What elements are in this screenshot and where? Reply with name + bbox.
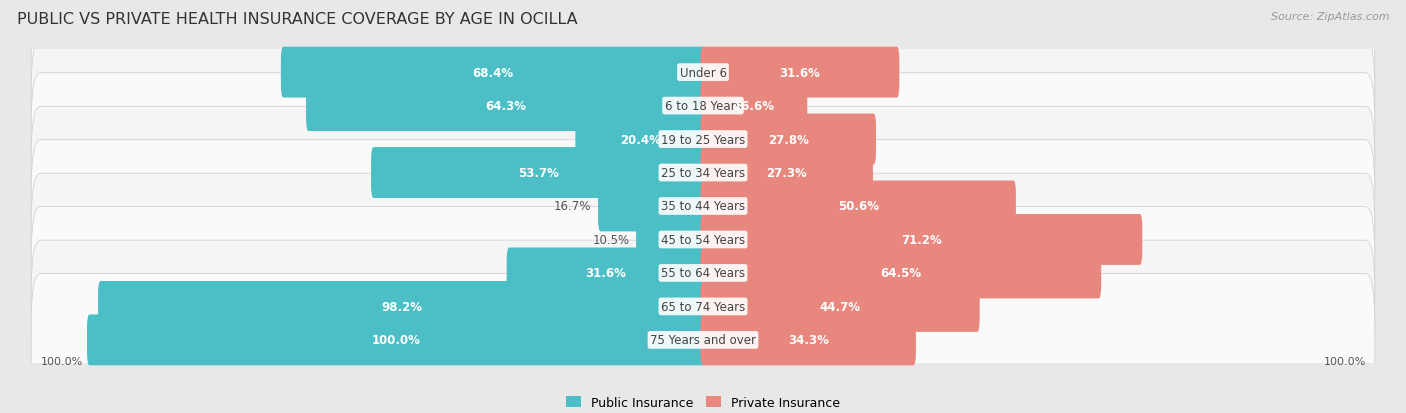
FancyBboxPatch shape	[31, 74, 1375, 206]
Text: 68.4%: 68.4%	[472, 66, 513, 79]
Text: PUBLIC VS PRIVATE HEALTH INSURANCE COVERAGE BY AGE IN OCILLA: PUBLIC VS PRIVATE HEALTH INSURANCE COVER…	[17, 12, 578, 27]
Text: 71.2%: 71.2%	[901, 233, 942, 247]
Text: 64.3%: 64.3%	[485, 100, 526, 113]
FancyBboxPatch shape	[700, 214, 1142, 265]
Text: 20.4%: 20.4%	[620, 133, 661, 146]
Text: 31.6%: 31.6%	[779, 66, 820, 79]
Text: 27.3%: 27.3%	[766, 166, 807, 180]
Text: 65 to 74 Years: 65 to 74 Years	[661, 300, 745, 313]
FancyBboxPatch shape	[31, 40, 1375, 173]
Text: 16.6%: 16.6%	[734, 100, 775, 113]
Text: Under 6: Under 6	[679, 66, 727, 79]
FancyBboxPatch shape	[598, 181, 706, 232]
FancyBboxPatch shape	[31, 174, 1375, 306]
FancyBboxPatch shape	[87, 315, 706, 366]
FancyBboxPatch shape	[575, 114, 706, 165]
Text: 19 to 25 Years: 19 to 25 Years	[661, 133, 745, 146]
FancyBboxPatch shape	[307, 81, 706, 132]
Text: 35 to 44 Years: 35 to 44 Years	[661, 200, 745, 213]
Text: 45 to 54 Years: 45 to 54 Years	[661, 233, 745, 247]
Text: 27.8%: 27.8%	[768, 133, 808, 146]
FancyBboxPatch shape	[31, 240, 1375, 373]
Text: 100.0%: 100.0%	[371, 334, 420, 347]
Text: Source: ZipAtlas.com: Source: ZipAtlas.com	[1271, 12, 1389, 22]
Text: 98.2%: 98.2%	[381, 300, 422, 313]
Text: 6 to 18 Years: 6 to 18 Years	[665, 100, 741, 113]
FancyBboxPatch shape	[700, 181, 1017, 232]
FancyBboxPatch shape	[31, 140, 1375, 273]
FancyBboxPatch shape	[371, 148, 706, 199]
Text: 25 to 34 Years: 25 to 34 Years	[661, 166, 745, 180]
Text: 64.5%: 64.5%	[880, 267, 921, 280]
Text: 31.6%: 31.6%	[586, 267, 627, 280]
FancyBboxPatch shape	[636, 214, 706, 265]
FancyBboxPatch shape	[31, 7, 1375, 139]
FancyBboxPatch shape	[31, 207, 1375, 339]
Text: 34.3%: 34.3%	[787, 334, 828, 347]
Text: 16.7%: 16.7%	[554, 200, 592, 213]
FancyBboxPatch shape	[31, 274, 1375, 406]
Legend: Public Insurance, Private Insurance: Public Insurance, Private Insurance	[561, 391, 845, 413]
Text: 75 Years and over: 75 Years and over	[650, 334, 756, 347]
FancyBboxPatch shape	[700, 148, 873, 199]
FancyBboxPatch shape	[31, 107, 1375, 239]
FancyBboxPatch shape	[281, 47, 706, 98]
FancyBboxPatch shape	[98, 281, 706, 332]
Text: 44.7%: 44.7%	[820, 300, 860, 313]
FancyBboxPatch shape	[506, 248, 706, 299]
Text: 100.0%: 100.0%	[1323, 356, 1365, 366]
Text: 100.0%: 100.0%	[41, 356, 83, 366]
Text: 50.6%: 50.6%	[838, 200, 879, 213]
FancyBboxPatch shape	[700, 281, 980, 332]
Text: 53.7%: 53.7%	[517, 166, 558, 180]
FancyBboxPatch shape	[700, 114, 876, 165]
FancyBboxPatch shape	[700, 315, 915, 366]
FancyBboxPatch shape	[700, 81, 807, 132]
Text: 55 to 64 Years: 55 to 64 Years	[661, 267, 745, 280]
FancyBboxPatch shape	[700, 47, 900, 98]
Text: 10.5%: 10.5%	[592, 233, 630, 247]
FancyBboxPatch shape	[700, 248, 1101, 299]
